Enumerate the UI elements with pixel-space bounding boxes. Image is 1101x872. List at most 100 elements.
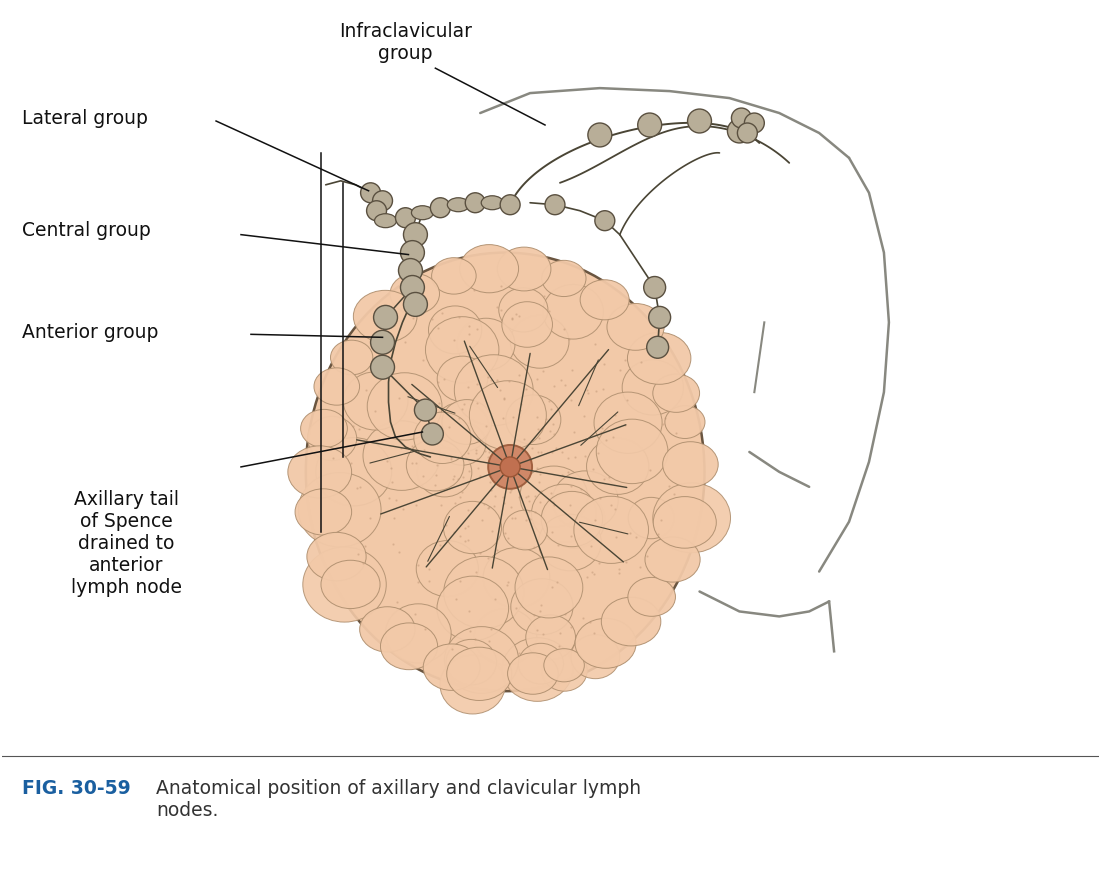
Ellipse shape: [601, 597, 661, 646]
Ellipse shape: [502, 302, 553, 347]
Ellipse shape: [571, 635, 620, 678]
Ellipse shape: [645, 537, 700, 582]
Ellipse shape: [368, 372, 442, 440]
Ellipse shape: [607, 303, 664, 351]
Ellipse shape: [444, 501, 502, 554]
Ellipse shape: [360, 607, 415, 652]
Ellipse shape: [511, 579, 573, 635]
Ellipse shape: [432, 257, 476, 294]
Ellipse shape: [321, 560, 380, 609]
Ellipse shape: [307, 533, 367, 581]
Ellipse shape: [385, 603, 451, 663]
Ellipse shape: [526, 615, 576, 659]
Ellipse shape: [653, 483, 731, 553]
Ellipse shape: [502, 637, 573, 701]
Circle shape: [644, 276, 666, 298]
Circle shape: [545, 194, 565, 215]
Ellipse shape: [481, 196, 503, 210]
Ellipse shape: [353, 290, 417, 343]
Ellipse shape: [445, 627, 519, 693]
Ellipse shape: [301, 409, 347, 447]
Ellipse shape: [442, 399, 492, 445]
Circle shape: [422, 423, 444, 445]
Ellipse shape: [434, 402, 489, 452]
Ellipse shape: [455, 355, 533, 426]
Ellipse shape: [469, 381, 546, 450]
Ellipse shape: [303, 547, 386, 622]
Ellipse shape: [295, 489, 351, 535]
Ellipse shape: [663, 442, 718, 487]
Ellipse shape: [510, 316, 569, 368]
Circle shape: [500, 194, 520, 215]
Ellipse shape: [498, 247, 550, 291]
Ellipse shape: [503, 510, 547, 550]
Ellipse shape: [344, 371, 408, 430]
Circle shape: [372, 191, 392, 211]
Ellipse shape: [446, 639, 497, 685]
Ellipse shape: [460, 245, 519, 293]
Ellipse shape: [538, 514, 601, 571]
Ellipse shape: [390, 274, 439, 314]
Circle shape: [731, 108, 751, 128]
Ellipse shape: [515, 557, 582, 618]
Ellipse shape: [542, 261, 586, 296]
Circle shape: [588, 123, 612, 146]
Circle shape: [371, 355, 394, 379]
Circle shape: [744, 113, 764, 133]
Text: Infraclavicular
group: Infraclavicular group: [339, 22, 472, 63]
Ellipse shape: [544, 649, 585, 682]
Ellipse shape: [622, 360, 684, 415]
Ellipse shape: [457, 318, 515, 371]
Circle shape: [500, 457, 520, 477]
Text: Lateral group: Lateral group: [22, 108, 148, 127]
Ellipse shape: [425, 317, 499, 383]
Ellipse shape: [532, 484, 597, 542]
Ellipse shape: [542, 492, 602, 547]
Ellipse shape: [374, 214, 396, 228]
Ellipse shape: [575, 618, 636, 668]
Ellipse shape: [628, 332, 691, 385]
Ellipse shape: [587, 439, 648, 494]
Circle shape: [367, 201, 386, 221]
Ellipse shape: [543, 284, 603, 339]
Circle shape: [403, 222, 427, 247]
Circle shape: [401, 241, 424, 264]
Ellipse shape: [553, 471, 618, 530]
Ellipse shape: [306, 253, 705, 691]
Ellipse shape: [574, 496, 648, 563]
Ellipse shape: [406, 439, 464, 491]
Ellipse shape: [330, 340, 373, 375]
Text: Anterior group: Anterior group: [22, 323, 159, 342]
Ellipse shape: [447, 198, 469, 212]
Circle shape: [646, 337, 668, 358]
Ellipse shape: [508, 653, 558, 694]
Circle shape: [371, 330, 394, 354]
Circle shape: [687, 109, 711, 133]
Ellipse shape: [444, 556, 524, 629]
Ellipse shape: [580, 280, 629, 320]
Ellipse shape: [363, 421, 440, 490]
Ellipse shape: [414, 412, 471, 464]
Ellipse shape: [520, 466, 588, 527]
Ellipse shape: [437, 576, 509, 641]
Ellipse shape: [417, 448, 472, 497]
Circle shape: [414, 399, 436, 421]
Ellipse shape: [483, 548, 549, 608]
Ellipse shape: [287, 446, 351, 498]
Ellipse shape: [543, 493, 604, 548]
Circle shape: [403, 292, 427, 317]
Ellipse shape: [437, 356, 488, 401]
Ellipse shape: [316, 438, 392, 506]
Text: Anatomical position of axillary and clavicular lymph
nodes.: Anatomical position of axillary and clav…: [156, 779, 642, 820]
Ellipse shape: [519, 644, 564, 684]
Circle shape: [488, 445, 532, 489]
Ellipse shape: [314, 368, 360, 405]
Ellipse shape: [628, 577, 675, 617]
Ellipse shape: [412, 206, 434, 220]
Circle shape: [399, 259, 423, 283]
Text: Axillary tail
of Spence
drained to
anterior
lymph node: Axillary tail of Spence drained to anter…: [70, 490, 182, 596]
Circle shape: [728, 119, 751, 143]
Ellipse shape: [307, 416, 357, 460]
Circle shape: [648, 306, 671, 329]
Circle shape: [373, 305, 397, 330]
